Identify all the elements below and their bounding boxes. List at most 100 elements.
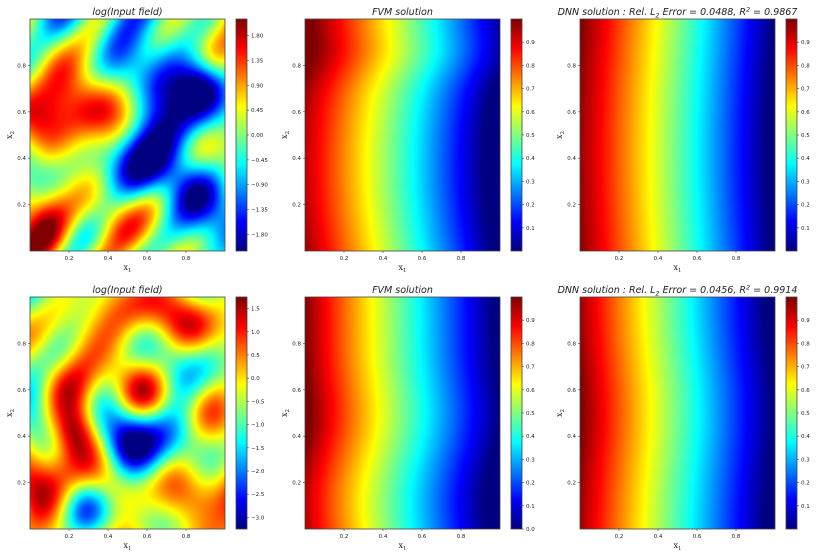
x-tick-label: 0.2 <box>340 534 349 540</box>
x-tick-label: 0.4 <box>654 256 663 262</box>
colorbar-tick-label: 1.5 <box>251 307 260 313</box>
plot-frame <box>304 296 501 530</box>
colorbar-gradient <box>786 19 797 251</box>
colorbar-tick-label: 0.90 <box>251 83 264 89</box>
plot-frame <box>304 18 501 252</box>
colorbar-tick-label: 0.1 <box>801 226 810 232</box>
x-axis-label: x1 <box>398 263 406 274</box>
colorbar-gradient <box>236 19 247 251</box>
y-tick-label: 0.4 <box>567 434 576 440</box>
colorbar-gradient <box>511 297 522 529</box>
colorbar-tick-label: 0.7 <box>526 87 535 93</box>
y-tick-label: 0.8 <box>292 341 301 347</box>
colorbar-tick-label: 0.2 <box>801 203 810 209</box>
colorbar-frame <box>235 296 248 530</box>
colorbar-tick-label: 0.3 <box>526 457 535 463</box>
colorbar-tick-label: 0.9 <box>801 318 810 324</box>
colorbar: 0.9 0.8 0.7 0.6 0.5 0.4 0.3 0.2 0.1 <box>510 18 535 252</box>
y-tick-label: 0.2 <box>292 481 301 487</box>
panel-4: log(Input field) 0.2 0.4 0.6 0.8 0.2 0.4 0.6 0.8… <box>5 285 265 552</box>
colorbar-tick-label: 0.2 <box>526 203 535 209</box>
plot-frame <box>579 18 776 252</box>
y-tick-label: 0.2 <box>567 481 576 487</box>
y-axis-label: x2 <box>5 131 16 139</box>
colorbar-tick-label: 0.1 <box>526 504 535 510</box>
panel-title: log(Input field) <box>92 7 162 18</box>
x-axis-label: x1 <box>673 263 681 274</box>
colorbar-tick-label: −3.0 <box>251 515 265 521</box>
colorbar-tick-label: 0.1 <box>801 504 810 510</box>
colorbar-tick-label: 0.5 <box>526 411 535 417</box>
y-tick-label: 0.4 <box>567 156 576 162</box>
colorbar-tick-label: 0.7 <box>526 365 535 371</box>
x-tick-label: 0.4 <box>379 256 388 262</box>
colorbar-tick-label: 0.6 <box>801 110 810 116</box>
panel-1: log(Input field) 0.2 0.4 0.6 0.8 0.2 0.4 0.6 0.8… <box>5 7 268 274</box>
x-axis-label: x1 <box>398 541 406 552</box>
colorbar-tick-label: 0.2 <box>526 481 535 487</box>
x-tick-label: 0.2 <box>65 534 74 540</box>
y-tick-label: 0.8 <box>292 63 301 69</box>
x-tick-label: 0.4 <box>379 534 388 540</box>
heatmap-image <box>30 297 225 529</box>
x-tick-label: 0.8 <box>732 256 741 262</box>
x-tick-label: 0.8 <box>182 534 191 540</box>
x-tick-label: 0.8 <box>457 534 466 540</box>
heatmap-image <box>580 297 775 529</box>
y-tick-label: 0.4 <box>17 156 26 162</box>
colorbar-tick-label: 0.0 <box>251 376 260 382</box>
y-tick-label: 0.6 <box>567 110 576 116</box>
colorbar: 1.80 1.35 0.90 0.45 0.00 −0.45 −0.90 −1.35 −1.80 <box>235 18 268 252</box>
panel-title: DNN solution : Rel. L2 Error = 0.0456, R… <box>558 284 798 298</box>
panel-title: log(Input field) <box>92 285 162 296</box>
colorbar-tick-label: 0.6 <box>801 388 810 394</box>
y-tick-label: 0.2 <box>17 203 26 209</box>
colorbar-tick-label: 0.3 <box>801 179 810 185</box>
y-tick-label: 0.6 <box>17 110 26 116</box>
y-tick-label: 0.2 <box>292 203 301 209</box>
y-tick-label: 0.2 <box>17 481 26 487</box>
colorbar-gradient <box>786 297 797 529</box>
colorbar-tick-label: −1.0 <box>251 423 265 429</box>
colorbar-tick-label: 0.00 <box>251 133 264 139</box>
y-tick-label: 0.8 <box>17 341 26 347</box>
colorbar-tick-label: −0.45 <box>251 158 268 164</box>
colorbar-tick-label: 0.4 <box>801 434 810 440</box>
x-tick-label: 0.2 <box>615 534 624 540</box>
colorbar-tick-label: 0.6 <box>526 388 535 394</box>
y-tick-label: 0.8 <box>567 341 576 347</box>
colorbar-tick-label: −2.0 <box>251 469 265 475</box>
y-tick-label: 0.8 <box>567 63 576 69</box>
colorbar: 0.9 0.8 0.7 0.6 0.5 0.4 0.3 0.2 0.1 0.0 <box>510 296 535 533</box>
plot-frame <box>29 296 226 530</box>
y-axis-label: x2 <box>280 409 291 417</box>
colorbar: 0.9 0.8 0.7 0.6 0.5 0.4 0.3 0.2 0.1 <box>785 18 810 252</box>
x-tick-label: 0.8 <box>182 256 191 262</box>
y-axis-label: x2 <box>555 409 566 417</box>
colorbar-tick-label: 1.35 <box>251 58 264 64</box>
colorbar-tick-label: 0.8 <box>801 341 810 347</box>
y-axis-label: x2 <box>555 131 566 139</box>
colorbar: 0.9 0.8 0.7 0.6 0.5 0.4 0.3 0.2 0.1 <box>785 296 810 530</box>
y-axis-label: x2 <box>280 131 291 139</box>
colorbar-tick-label: −0.5 <box>251 399 265 405</box>
colorbar-tick-label: 1.0 <box>251 330 260 336</box>
colorbar-tick-label: 0.4 <box>801 156 810 162</box>
x-tick-label: 0.6 <box>418 256 427 262</box>
y-tick-label: 0.6 <box>292 388 301 394</box>
panel-title: DNN solution : Rel. L2 Error = 0.0488, R… <box>558 6 798 20</box>
colorbar-tick-label: −0.90 <box>251 183 268 189</box>
colorbar-tick-label: 0.3 <box>526 179 535 185</box>
colorbar-tick-label: 0.9 <box>526 318 535 324</box>
colorbar-tick-label: 0.2 <box>801 481 810 487</box>
panel-title: FVM solution <box>372 7 433 18</box>
colorbar-gradient <box>511 19 522 251</box>
colorbar: 1.5 1.0 0.5 0.0 −0.5 −1.0 −1.5 −2.0 −2.5 −3.0 <box>235 296 265 530</box>
colorbar-gradient <box>236 297 247 529</box>
x-axis-label: x1 <box>123 541 131 552</box>
colorbar-tick-label: 0.9 <box>526 40 535 46</box>
x-tick-label: 0.6 <box>143 256 152 262</box>
panel-5: FVM solution 0.2 0.4 0.6 0.8 0.2 0.4 0.6 0.8 x1 x2… <box>280 285 535 552</box>
y-tick-label: 0.6 <box>17 388 26 394</box>
